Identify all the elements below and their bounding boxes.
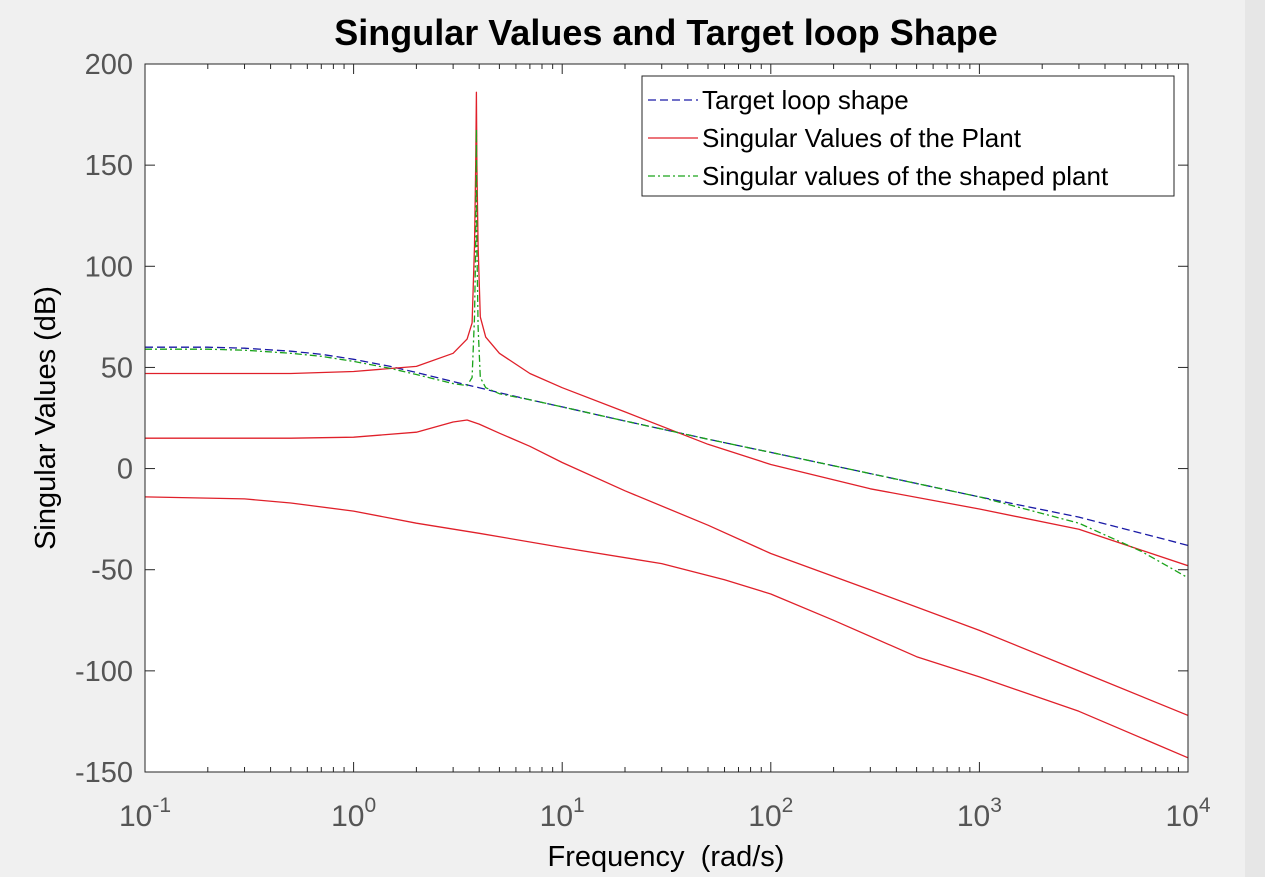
y-tick-label: -100 xyxy=(75,656,133,688)
y-tick-label: 0 xyxy=(117,454,133,486)
chart-title: Singular Values and Target loop Shape xyxy=(334,12,997,53)
x-tick-exponent: 4 xyxy=(1199,794,1211,817)
legend-label-1: Singular Values of the Plant xyxy=(702,123,1022,153)
axes-frame xyxy=(144,63,1189,773)
legend-box xyxy=(641,75,1175,197)
x-tick-base: 10 xyxy=(540,800,573,833)
x-tick-label: 10-1 xyxy=(119,794,171,833)
x-tick-label: 101 xyxy=(540,794,585,833)
x-tick-exponent: -1 xyxy=(152,794,171,817)
legend-label-2: Singular values of the shaped plant xyxy=(702,161,1109,191)
x-tick-base: 10 xyxy=(748,800,781,833)
y-tick-label: 50 xyxy=(101,352,133,384)
x-tick-exponent: 1 xyxy=(573,794,585,817)
y-tick-label: -150 xyxy=(75,757,133,789)
x-tick-labels: 10-1 100 101 102 103 104 xyxy=(119,794,1211,833)
x-tick-label: 102 xyxy=(748,794,793,833)
series-line-1 xyxy=(145,91,1188,567)
series-layer xyxy=(145,91,1188,759)
x-tick-base: 10 xyxy=(119,800,152,833)
x-tick-exponent: 2 xyxy=(782,794,794,817)
figure-right-strip xyxy=(1245,0,1265,877)
x-tick-base: 10 xyxy=(1165,800,1198,833)
y-tick-labels: 200 150 100 50 0 -50 -100 -150 xyxy=(75,49,133,789)
x-tick-base: 10 xyxy=(331,800,364,833)
x-tick-label: 104 xyxy=(1165,794,1210,833)
legend: Target loop shape Singular Values of the … xyxy=(641,75,1175,197)
y-tick-label: 100 xyxy=(85,251,133,283)
legend-label-0: Target loop shape xyxy=(702,85,909,115)
series-line-4 xyxy=(145,128,1188,579)
x-axis-label: Frequency (rad/s) xyxy=(548,841,785,873)
series-line-2 xyxy=(145,419,1188,717)
x-tick-exponent: 0 xyxy=(364,794,376,817)
y-tick-label: 150 xyxy=(85,150,133,182)
y-axis-label: Singular Values (dB) xyxy=(30,286,62,550)
x-tick-base: 10 xyxy=(957,800,990,833)
series-line-3 xyxy=(145,496,1188,759)
y-tick-label: -50 xyxy=(91,555,133,587)
y-tick-label: 200 xyxy=(85,49,133,81)
x-tick-label: 103 xyxy=(957,794,1002,833)
x-tick-label: 100 xyxy=(331,794,376,833)
x-tick-exponent: 3 xyxy=(990,794,1002,817)
